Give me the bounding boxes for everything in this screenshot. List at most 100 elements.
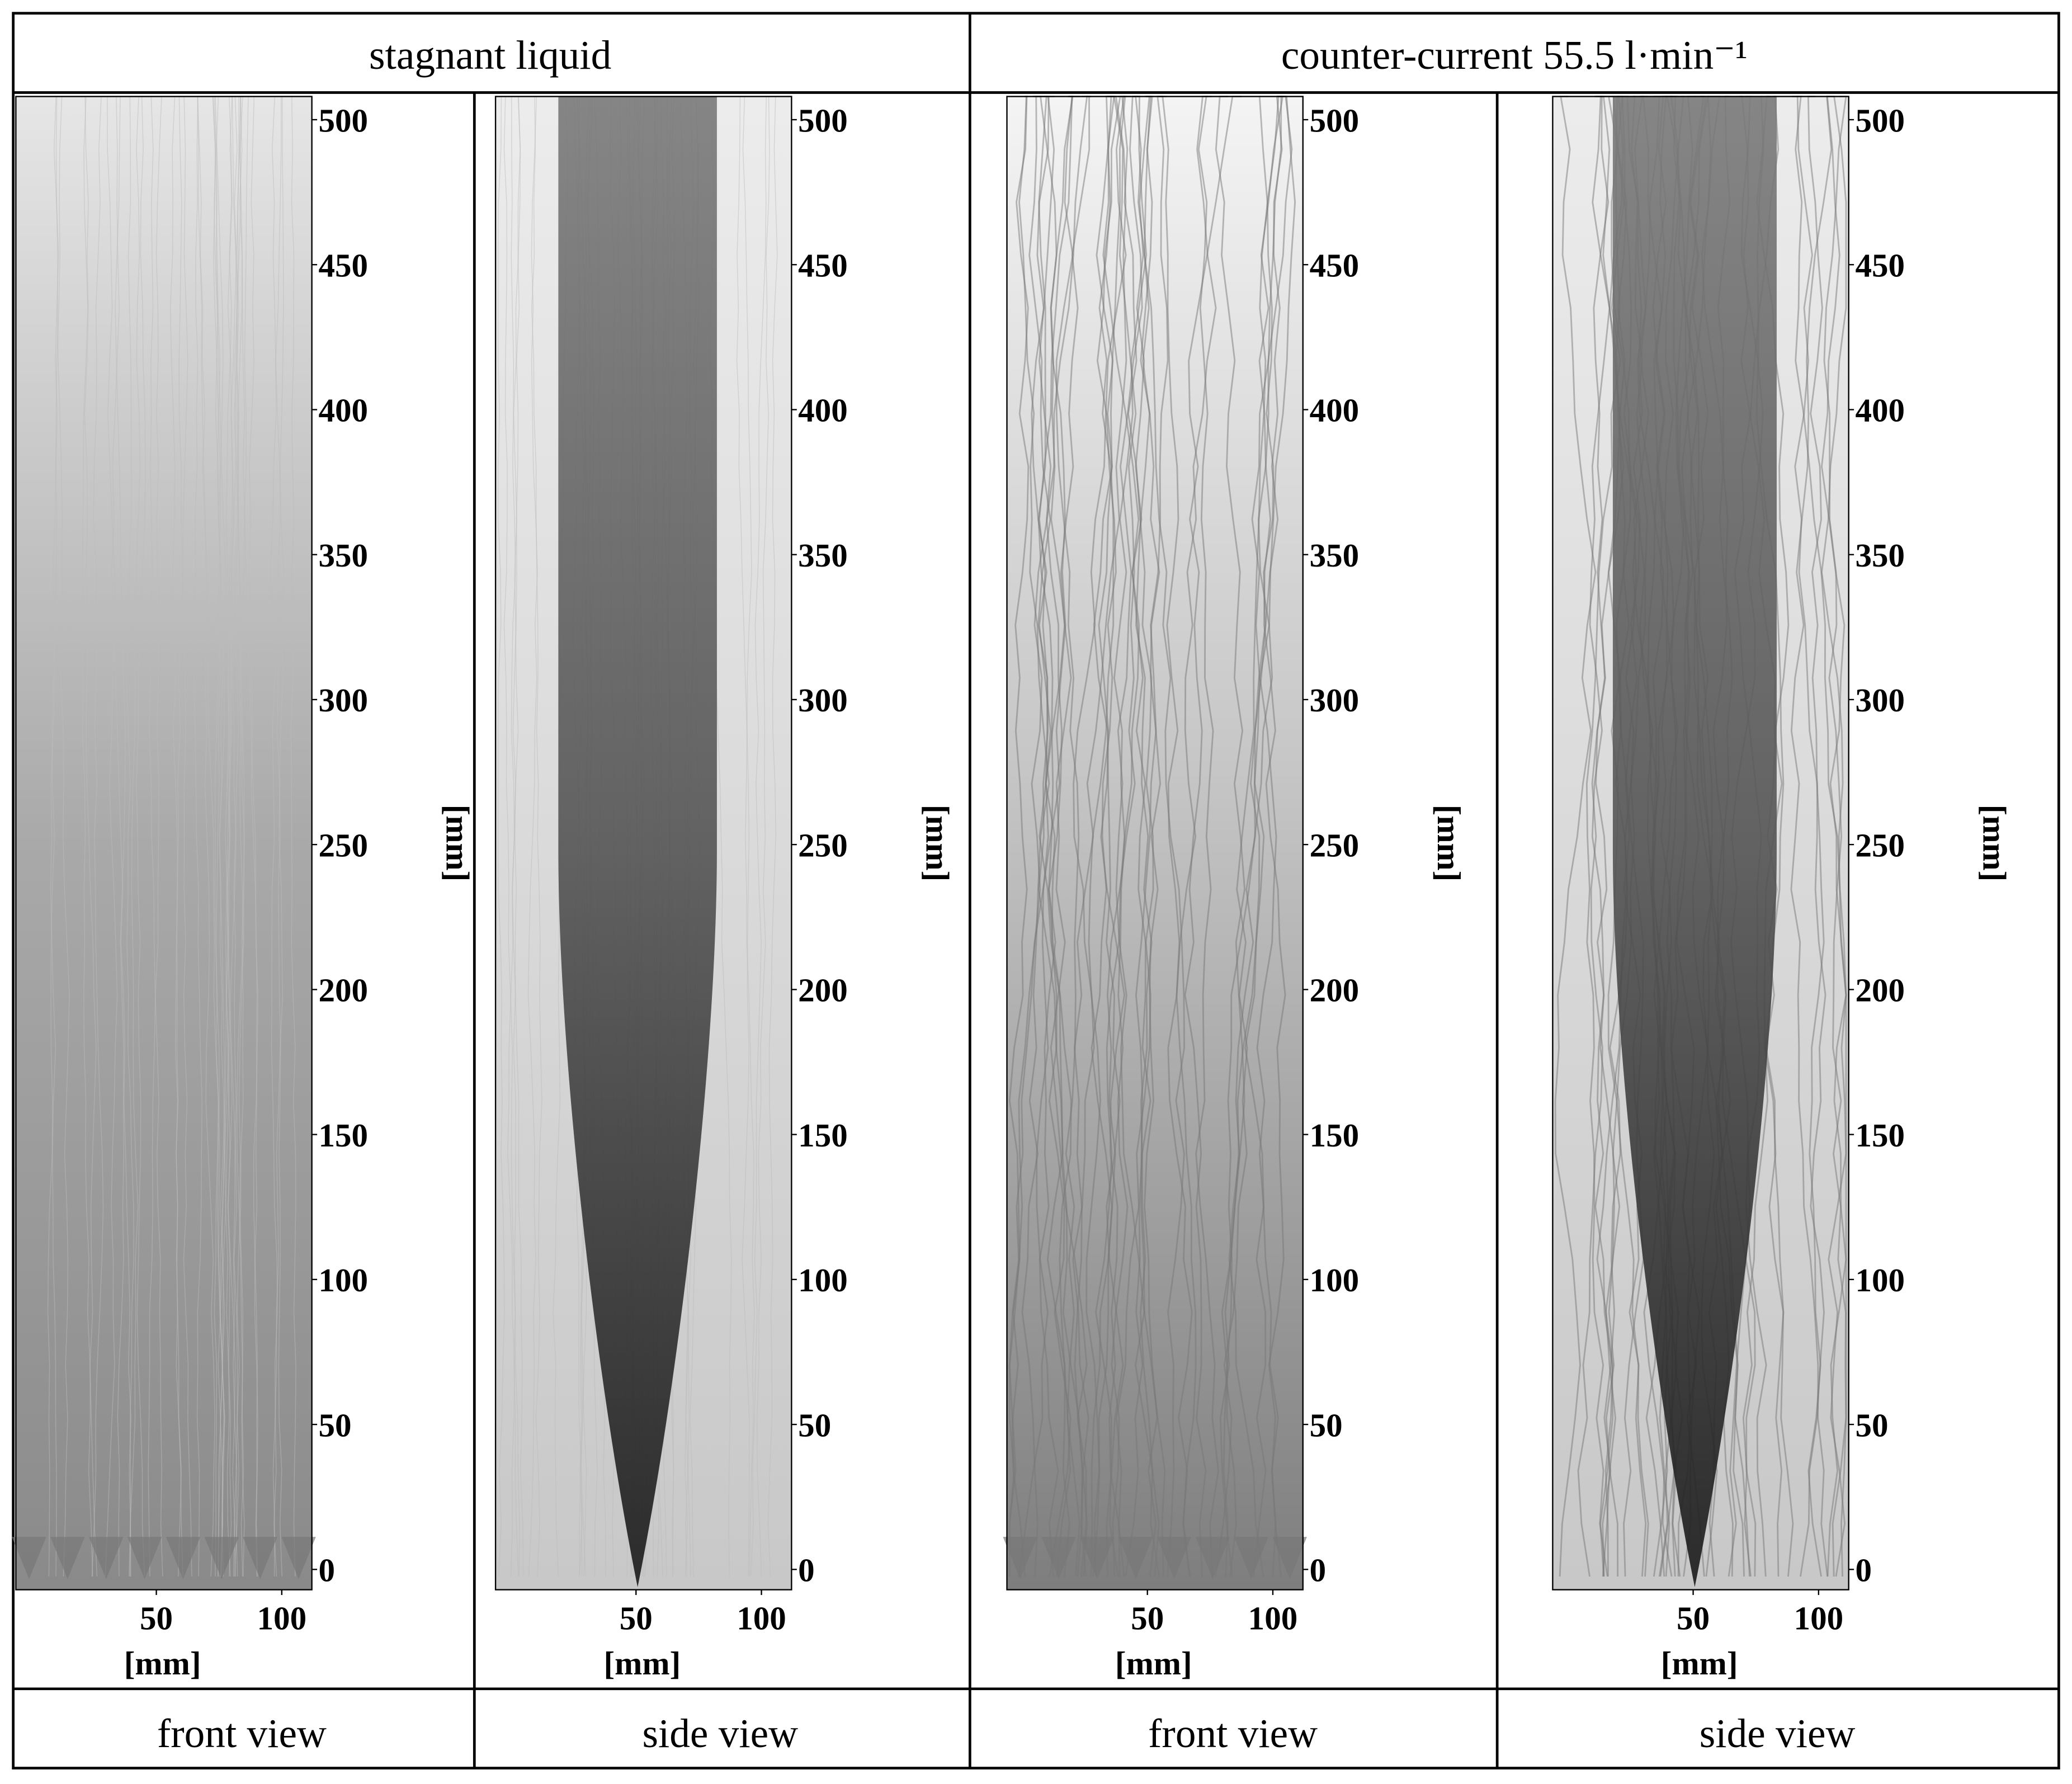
y-tick-label: 300	[1310, 682, 1360, 719]
photo-frame	[15, 96, 313, 1591]
y-tick-label: 0	[1310, 1552, 1327, 1589]
photo-panel	[1552, 96, 1849, 1591]
y-tick-label: 450	[1310, 247, 1360, 284]
y-tick-label: 150	[798, 1117, 848, 1154]
nozzle-cone	[1118, 1537, 1153, 1579]
photo-frame	[1006, 96, 1304, 1591]
streak	[1111, 96, 1150, 1577]
streak	[1115, 96, 1154, 1577]
nozzle-cone	[166, 1537, 201, 1579]
view-label: side view	[642, 1711, 798, 1756]
streak	[234, 96, 244, 1577]
streak	[1045, 96, 1091, 1577]
nozzle-cone	[1272, 1537, 1307, 1579]
streak	[1008, 96, 1030, 1577]
nozzle-cone	[88, 1537, 124, 1579]
nozzle-cone	[1041, 1537, 1076, 1579]
y-tick-label: 300	[318, 682, 368, 719]
streak	[129, 96, 141, 1577]
x-tick-label: 100	[257, 1599, 307, 1636]
streak	[226, 96, 236, 1577]
nozzle-cone	[1195, 1537, 1230, 1579]
y-tick-label: 400	[318, 392, 368, 429]
streak	[1140, 96, 1162, 1577]
y-tick-label: 200	[1855, 972, 1905, 1009]
streak	[1115, 96, 1160, 1577]
y-axis-label: [mm]	[1431, 805, 1467, 882]
photo-background	[16, 96, 312, 1590]
y-tick-label: 500	[318, 102, 368, 139]
x-tick-label: 100	[1248, 1599, 1298, 1636]
streak	[177, 96, 192, 1577]
streak	[1195, 96, 1220, 1577]
streak	[126, 96, 134, 1577]
streak	[1593, 96, 1615, 1577]
streak	[1135, 96, 1186, 1577]
streak	[1792, 96, 1826, 1577]
nozzle-cone	[1157, 1537, 1192, 1579]
streak	[234, 96, 249, 1577]
y-tick-label: 0	[318, 1552, 335, 1589]
streak	[1795, 96, 1847, 1577]
nozzle-cone	[281, 1537, 316, 1579]
streak	[1098, 96, 1126, 1577]
streak	[1585, 96, 1625, 1577]
photo-panel	[12, 96, 316, 1591]
streak	[1215, 96, 1282, 1577]
streak	[193, 96, 202, 1577]
streak	[248, 96, 258, 1577]
y-tick-label: 200	[1310, 972, 1360, 1009]
streak	[197, 96, 215, 1577]
streak	[212, 96, 225, 1577]
y-tick-label: 350	[1855, 537, 1905, 574]
y-axis-label: [mm]	[1976, 805, 2013, 882]
view-label: side view	[1700, 1711, 1856, 1756]
streak	[1095, 96, 1148, 1577]
streak	[226, 96, 242, 1577]
table-grid	[12, 12, 2060, 1769]
x-tick-label: 50	[140, 1599, 173, 1636]
streak	[1102, 96, 1151, 1577]
streak	[81, 96, 93, 1577]
column-header: counter-current 55.5 l·min⁻¹	[1281, 32, 1748, 78]
streak	[115, 96, 126, 1577]
streak	[1226, 96, 1293, 1577]
y-tick-label: 400	[1310, 392, 1360, 429]
streak	[1135, 96, 1160, 1577]
streak	[507, 96, 516, 1577]
streak	[742, 96, 752, 1577]
streak	[767, 96, 778, 1577]
y-axis-label: [mm]	[440, 805, 476, 882]
y-tick-label: 300	[1855, 682, 1905, 719]
streak	[47, 96, 63, 1577]
y-tick-label: 350	[1310, 537, 1360, 574]
nozzle-cone	[204, 1537, 239, 1579]
streak	[1228, 96, 1282, 1577]
y-tick-label: 150	[1310, 1117, 1360, 1154]
x-tick-label: 50	[1677, 1599, 1710, 1636]
y-tick-label: 250	[798, 827, 848, 863]
streak	[1018, 96, 1050, 1577]
streak	[1215, 96, 1246, 1577]
streak	[55, 96, 70, 1577]
streak	[148, 96, 162, 1577]
streak	[1184, 96, 1242, 1577]
streak	[197, 96, 219, 1577]
streak	[750, 96, 767, 1577]
streak	[736, 96, 755, 1577]
y-tick-label: 300	[798, 682, 848, 719]
y-tick-label: 150	[318, 1117, 368, 1154]
y-tick-label: 50	[318, 1407, 351, 1443]
streak	[169, 96, 182, 1577]
streak	[1073, 96, 1127, 1577]
streak	[1028, 96, 1070, 1577]
y-tick-label: 200	[318, 972, 368, 1009]
bubble-plume	[558, 96, 717, 1587]
y-tick-label: 500	[1855, 102, 1905, 139]
streak	[272, 96, 282, 1577]
streak	[498, 96, 505, 1577]
streak	[50, 96, 59, 1577]
streak	[232, 96, 245, 1577]
y-tick-label: 400	[798, 392, 848, 429]
y-tick-label: 400	[1855, 392, 1905, 429]
